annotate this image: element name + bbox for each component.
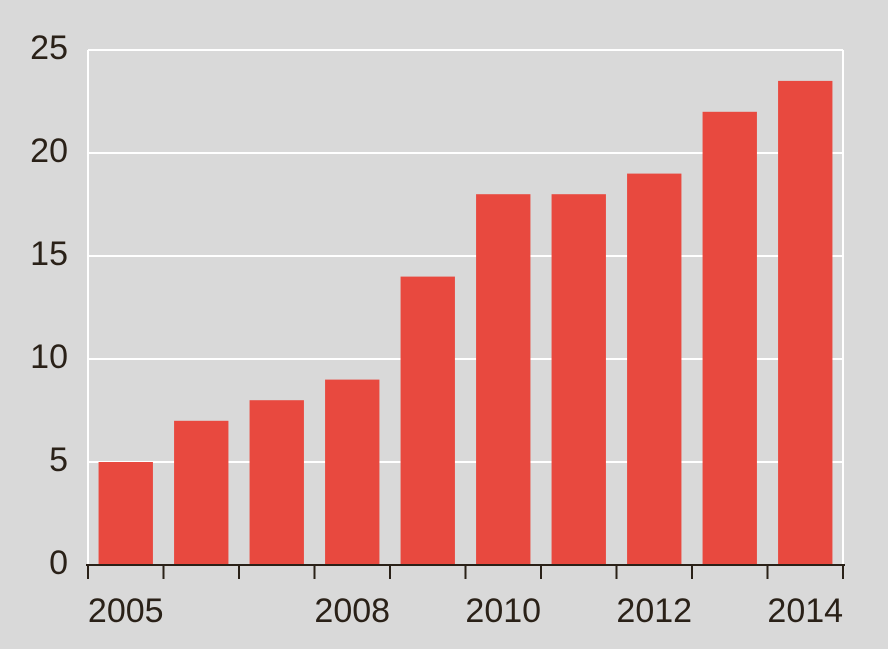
x-tick-label: 2008 [314, 592, 390, 630]
bar [325, 379, 380, 565]
y-tick-label: 0 [49, 544, 68, 582]
bar [174, 420, 229, 565]
y-tick-label: 10 [30, 338, 68, 376]
bar [98, 462, 153, 565]
y-tick-label: 15 [30, 235, 68, 273]
bar [778, 80, 833, 566]
x-tick-label: 2014 [767, 592, 843, 630]
y-tick-label: 25 [30, 29, 68, 67]
bar [400, 276, 455, 565]
y-tick-label: 20 [30, 132, 68, 170]
bar [551, 194, 606, 565]
y-tick-label: 5 [49, 441, 68, 479]
bar [702, 111, 757, 566]
x-tick-label: 2010 [465, 592, 541, 630]
x-tick-label: 2005 [88, 592, 164, 630]
bar [627, 173, 682, 565]
bar [476, 194, 531, 565]
x-tick-label: 2012 [616, 592, 692, 630]
bar [249, 400, 304, 565]
